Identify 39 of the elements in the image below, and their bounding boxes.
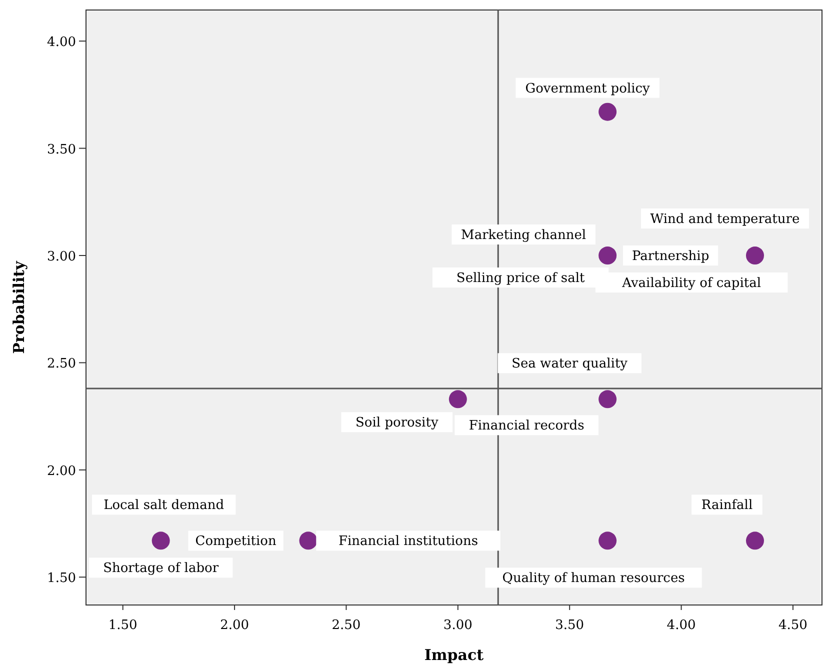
annotation: Financial institutions (338, 534, 478, 550)
annotation: Sea water quality (512, 356, 628, 372)
point (598, 532, 617, 550)
x-tick-label: 2.00 (220, 618, 250, 633)
point (746, 532, 764, 550)
y-tick-label: 1.50 (47, 571, 76, 586)
annotation: Competition (195, 534, 277, 550)
point (448, 390, 467, 408)
point (299, 532, 318, 550)
y-tick-label: 2.00 (47, 464, 76, 479)
point (598, 246, 617, 265)
x-tick-label: 3.00 (443, 618, 472, 633)
annotation: Local salt demand (104, 498, 224, 514)
y-tick-label: 3.50 (47, 142, 76, 158)
annotation: Marketing channel (461, 228, 586, 244)
point (598, 102, 617, 121)
x-tick-label: 3.50 (555, 618, 584, 633)
x-tick-label: 2.50 (332, 618, 361, 633)
annotation: Availability of capital (621, 276, 762, 292)
point (598, 390, 617, 408)
annotation: Quality of human resources (502, 571, 685, 586)
x-tick-label: 4.00 (666, 618, 696, 633)
annotation: Partnership (632, 249, 710, 264)
x-tick-label: 1.50 (108, 618, 138, 633)
point (746, 246, 764, 265)
y-tick-label: 2.50 (47, 356, 76, 372)
annotation: Soil porosity (356, 416, 439, 431)
y-tick-label: 3.00 (47, 250, 76, 265)
annotation: Financial records (468, 418, 584, 434)
annotation: Shortage of labor (103, 561, 220, 576)
point (152, 532, 170, 550)
x-tick-label: 4.50 (778, 618, 808, 633)
y-axis-title: Probability (10, 260, 28, 354)
y-tick-label: 4.00 (47, 35, 76, 50)
x-axis-title: Impact (424, 646, 484, 664)
annotation: Wind and temperature (650, 212, 800, 228)
annotation: Rainfall (701, 498, 753, 514)
annotation: Selling price of salt (456, 271, 586, 286)
annotation: Government policy (525, 81, 651, 96)
